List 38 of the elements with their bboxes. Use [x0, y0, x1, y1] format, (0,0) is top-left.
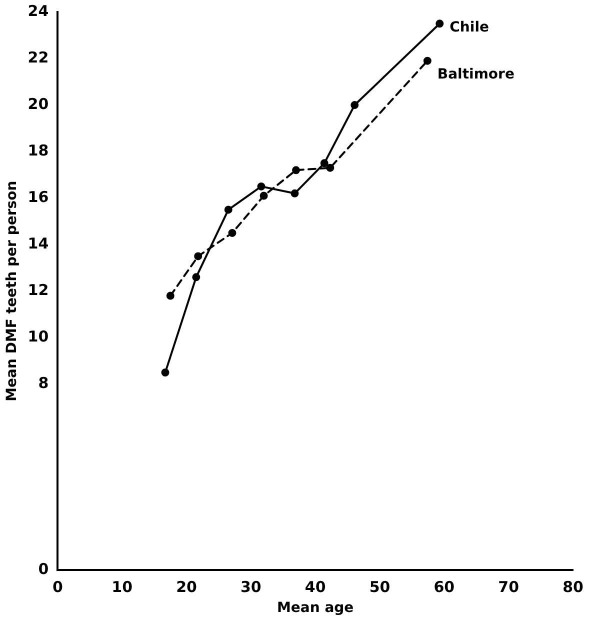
point — [423, 56, 432, 65]
x-tick-label: 0 — [52, 578, 63, 596]
x-tick-label: 60 — [434, 578, 455, 596]
series-label: Chile — [450, 19, 490, 36]
y-tick-label: 12 — [28, 280, 49, 299]
y-tick-label: 14 — [28, 234, 49, 252]
point — [292, 166, 300, 174]
point — [192, 273, 200, 282]
point — [257, 182, 266, 190]
y-axis-title: Mean DMF teeth per person — [4, 180, 20, 402]
y-tick-label: 0 — [38, 560, 49, 578]
point — [224, 206, 232, 214]
x-tick-label: 70 — [498, 578, 520, 596]
x-tick-label: 20 — [176, 578, 197, 596]
point — [161, 368, 170, 377]
y-tick-label: 8 — [38, 374, 49, 392]
y-tick-label: 18 — [28, 141, 49, 160]
point — [320, 159, 328, 168]
point — [194, 252, 202, 260]
point — [260, 192, 268, 200]
series-label: Baltimore — [437, 66, 514, 82]
x-tick-label: 80 — [562, 578, 584, 596]
point — [326, 164, 334, 172]
y-tick-label: 22 — [28, 48, 49, 66]
y-tick-label: 20 — [28, 94, 49, 113]
x-tick-label: 10 — [112, 578, 133, 596]
x-axis-title: Mean age — [276, 600, 354, 616]
point — [228, 228, 236, 237]
point — [436, 20, 444, 28]
point — [290, 189, 299, 198]
x-tick-label: 50 — [369, 578, 390, 596]
y-tick-label: 24 — [28, 2, 49, 20]
point — [350, 101, 359, 110]
point — [166, 292, 174, 300]
x-tick-label: 40 — [304, 578, 326, 596]
y-tick-label: 16 — [28, 188, 49, 206]
y-tick-label: 10 — [28, 328, 49, 346]
x-tick-label: 30 — [240, 578, 262, 596]
